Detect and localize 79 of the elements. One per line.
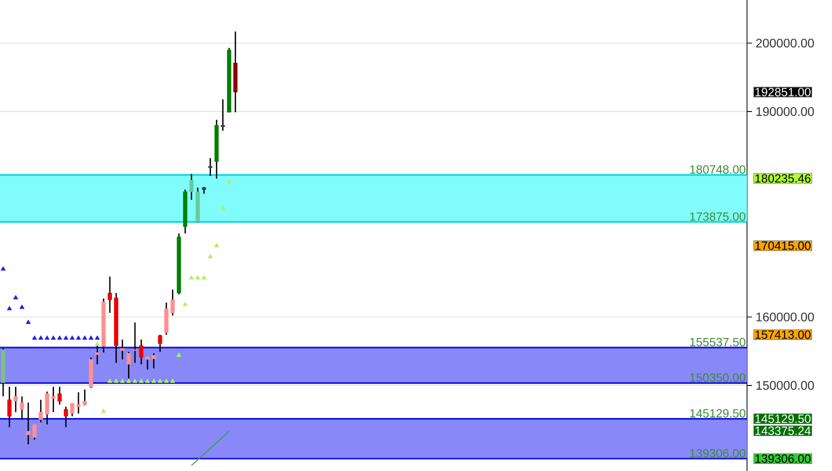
y2-tick-label: 145129.50 (755, 414, 811, 423)
candlestick (220, 98, 225, 132)
point (164, 378, 169, 383)
y2-tick-label: 157413.00 (755, 330, 811, 339)
y2-tick-label: 192851.00 (755, 88, 811, 96)
point (0, 266, 6, 271)
point (82, 335, 88, 340)
candlestick (108, 276, 112, 314)
point (138, 378, 144, 383)
y-tick-label: 160000.00 (756, 312, 814, 322)
point (226, 179, 232, 184)
y2-tick-label: 139306.00 (755, 454, 811, 463)
candlestick (164, 302, 168, 336)
ref-line-label: 173875.00 (690, 212, 746, 221)
y-tick-label: 200000.00 (756, 38, 814, 48)
point (70, 335, 75, 340)
point (38, 335, 44, 340)
candlestick (139, 338, 144, 365)
ref-line-label: 180748.00 (690, 165, 746, 174)
point (145, 378, 150, 383)
y2-tick-label: 170415.00 (755, 241, 811, 250)
candlestick (58, 386, 62, 406)
point (120, 378, 125, 383)
candlestick (208, 157, 212, 177)
point (195, 275, 200, 280)
ref-line-label: 155537.50 (690, 338, 746, 346)
candlestick (70, 402, 74, 417)
point (189, 275, 194, 280)
point (151, 378, 156, 383)
candlestick (82, 388, 87, 406)
candlestick (145, 356, 150, 370)
point (220, 206, 226, 210)
point (126, 378, 132, 383)
point (182, 302, 188, 306)
point (13, 294, 18, 300)
point (208, 254, 213, 258)
y-tick-label: 190000.00 (756, 107, 814, 116)
point (176, 352, 182, 357)
point (50, 335, 56, 340)
ref-line-label: 139306.00 (690, 448, 746, 458)
point (107, 378, 112, 383)
candlestick (158, 334, 162, 353)
point (214, 242, 220, 248)
point (94, 335, 100, 340)
point (57, 335, 62, 340)
candlestick (170, 288, 175, 316)
point (26, 320, 31, 324)
candlestick (189, 173, 194, 201)
point (170, 378, 176, 383)
point (6, 306, 12, 310)
y2-tick-label: 143375.24 (755, 426, 811, 435)
candlestick (95, 344, 100, 365)
candlestick (26, 402, 30, 445)
point (114, 378, 119, 383)
point (94, 342, 100, 346)
point (158, 378, 163, 383)
candlestick (32, 424, 37, 440)
candlestick (20, 396, 24, 420)
candlestick (38, 399, 43, 424)
point (88, 335, 94, 340)
candlestick (7, 386, 12, 428)
candlestick (76, 392, 81, 414)
point (132, 378, 138, 383)
y-tick-label: 150000.00 (756, 381, 814, 390)
y2-tick-label: 180235.46 (755, 174, 811, 183)
candlestick (64, 406, 68, 428)
point (63, 335, 68, 340)
point (20, 304, 24, 309)
candlestick (14, 386, 18, 413)
candlestick (132, 322, 138, 364)
point (44, 335, 50, 340)
point (101, 408, 106, 413)
point (202, 275, 206, 280)
ref-line-label: 150350.00 (690, 373, 746, 382)
point (76, 335, 81, 340)
point (32, 335, 37, 340)
candlestick (152, 352, 156, 369)
candlestick (120, 338, 124, 360)
ref-line-label: 145129.50 (690, 409, 746, 418)
